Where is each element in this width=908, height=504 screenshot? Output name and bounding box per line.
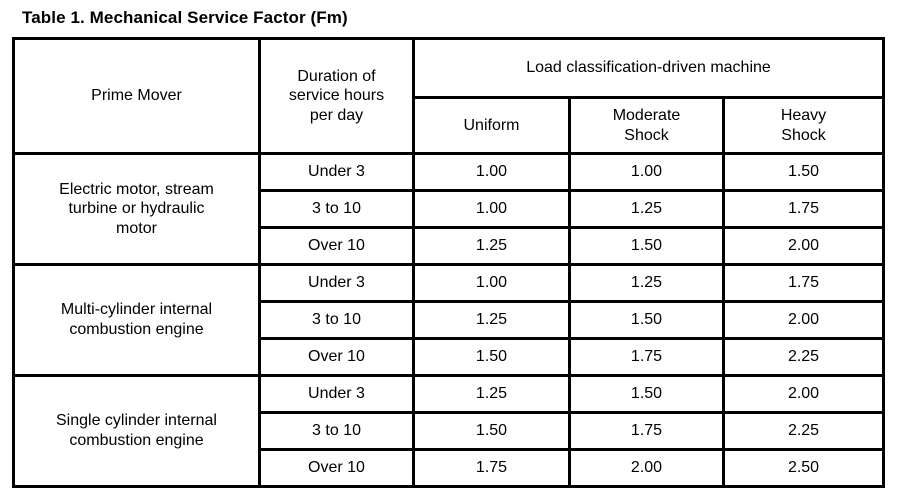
value-cell: 1.50 bbox=[412, 411, 571, 451]
prime-mover-cell: Multi-cylinder internal combustion engin… bbox=[12, 263, 261, 377]
value-cell: 1.25 bbox=[412, 226, 571, 266]
value-cell: 1.75 bbox=[721, 263, 886, 303]
duration-cell: 3 to 10 bbox=[258, 300, 415, 340]
header-heavy-shock: Heavy Shock bbox=[721, 96, 886, 155]
value-cell: 2.00 bbox=[721, 300, 886, 340]
table-row: 3 to 10 1.25 1.50 2.00 bbox=[14, 300, 886, 340]
table-header: Prime Mover Duration of service hours pe… bbox=[12, 37, 886, 155]
value-cell: 2.50 bbox=[721, 448, 886, 488]
duration-cell: 3 to 10 bbox=[258, 189, 415, 229]
value-cell: 1.00 bbox=[568, 152, 725, 192]
duration-cell: Under 3 bbox=[258, 152, 415, 192]
header-row-top: Prime Mover Duration of service hours pe… bbox=[12, 37, 886, 155]
header-uniform: Uniform bbox=[412, 96, 571, 155]
value-cell: 1.75 bbox=[568, 337, 725, 377]
table-title: Table 1. Mechanical Service Factor (Fm) bbox=[22, 8, 348, 27]
value-cell: 1.25 bbox=[568, 189, 725, 229]
duration-cell: Over 10 bbox=[258, 337, 415, 377]
value-cell: 1.50 bbox=[568, 300, 725, 340]
table-row: Electric motor, stream turbine or hydrau… bbox=[12, 152, 886, 266]
value-cell: 1.25 bbox=[412, 300, 571, 340]
value-cell: 2.00 bbox=[721, 226, 886, 266]
prime-mover-cell: Single cylinder internal combustion engi… bbox=[12, 374, 261, 488]
value-cell: 2.00 bbox=[721, 374, 886, 414]
value-cell: 1.50 bbox=[568, 226, 725, 266]
duration-cell: Under 3 bbox=[258, 374, 415, 414]
value-cell: 1.75 bbox=[568, 411, 725, 451]
table-body: Electric motor, stream turbine or hydrau… bbox=[12, 152, 886, 488]
value-cell: 1.75 bbox=[721, 189, 886, 229]
duration-cell: Under 3 bbox=[258, 263, 415, 303]
value-cell: 1.00 bbox=[412, 263, 571, 303]
table-row: 3 to 10 1.50 1.75 2.25 bbox=[14, 411, 886, 451]
value-cell: 1.25 bbox=[412, 374, 571, 414]
header-row-sub: Uniform Moderate Shock Heavy Shock bbox=[14, 96, 886, 155]
table-row: Over 10 1.25 1.50 2.00 bbox=[14, 226, 886, 266]
table-row: Over 10 1.75 2.00 2.50 bbox=[14, 448, 886, 488]
value-cell: 1.75 bbox=[412, 448, 571, 488]
header-prime-mover: Prime Mover bbox=[12, 37, 261, 155]
value-cell: 2.00 bbox=[568, 448, 725, 488]
value-cell: 2.25 bbox=[721, 337, 886, 377]
duration-cell: 3 to 10 bbox=[258, 411, 415, 451]
table-row: 3 to 10 1.00 1.25 1.75 bbox=[14, 189, 886, 229]
value-cell: 1.25 bbox=[568, 263, 725, 303]
table-row: Over 10 1.50 1.75 2.25 bbox=[14, 337, 886, 377]
value-cell: 1.50 bbox=[412, 337, 571, 377]
prime-mover-cell: Electric motor, stream turbine or hydrau… bbox=[12, 152, 261, 266]
value-cell: 2.25 bbox=[721, 411, 886, 451]
duration-cell: Over 10 bbox=[258, 448, 415, 488]
mechanical-service-factor-table: Prime Mover Duration of service hours pe… bbox=[12, 37, 886, 488]
value-cell: 1.00 bbox=[412, 152, 571, 192]
table-row: Multi-cylinder internal combustion engin… bbox=[12, 263, 886, 377]
value-cell: 1.50 bbox=[568, 374, 725, 414]
duration-cell: Over 10 bbox=[258, 226, 415, 266]
value-cell: 1.50 bbox=[721, 152, 886, 192]
header-load-classification: Load classification-driven machine bbox=[411, 37, 886, 99]
header-moderate-shock: Moderate Shock bbox=[568, 96, 725, 155]
value-cell: 1.00 bbox=[412, 189, 571, 229]
table-row: Single cylinder internal combustion engi… bbox=[12, 374, 886, 488]
header-duration: Duration of service hours per day bbox=[258, 37, 415, 155]
